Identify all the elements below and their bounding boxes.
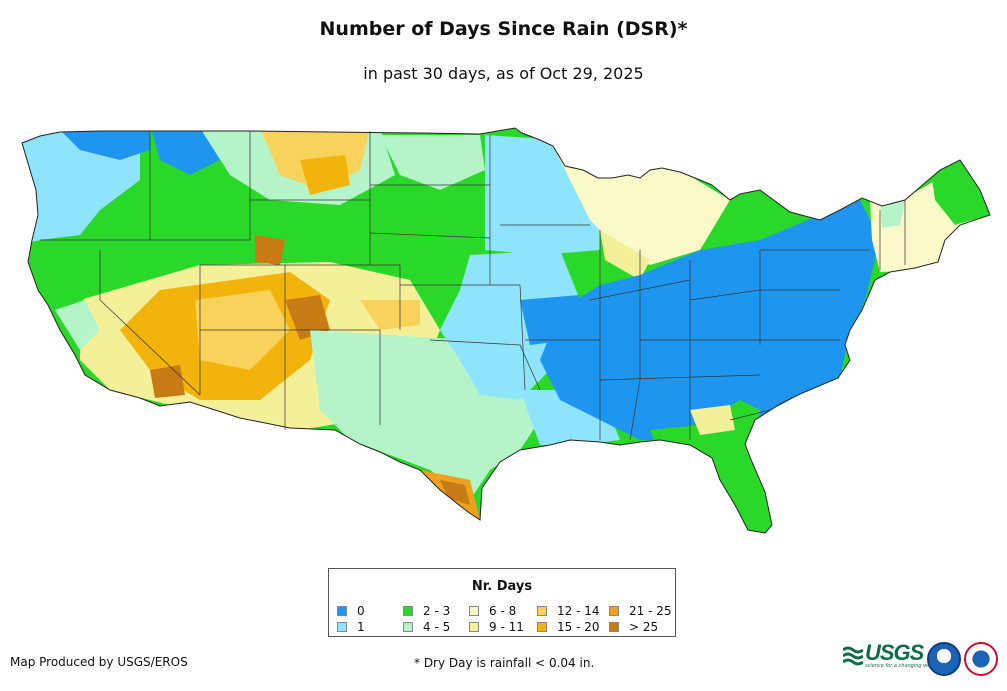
legend-item: 4 - 5 — [403, 620, 450, 634]
legend-item: > 25 — [609, 620, 658, 634]
legend-swatch — [337, 606, 347, 616]
legend-label: 0 — [357, 604, 365, 618]
legend-title: Nr. Days — [471, 579, 533, 594]
region-az-gt25 — [150, 365, 185, 398]
usgs-wordmark: USGS — [865, 640, 924, 665]
region-wa-0 — [55, 128, 150, 160]
legend-item: 0 — [337, 604, 365, 618]
legend-label: 4 - 5 — [423, 620, 451, 634]
region-mi-6-8 — [555, 150, 730, 265]
legend-swatch — [403, 622, 413, 632]
legend-swatch — [337, 622, 347, 632]
us-outline — [21, 127, 991, 534]
legend-swatch — [469, 606, 479, 616]
state-boundaries — [40, 131, 906, 441]
region-ga-9-11 — [690, 405, 735, 435]
map-subtitle: in past 30 days, as of Oct 29, 2025 — [363, 64, 644, 83]
legend-swatch — [609, 622, 619, 632]
region-wi-9-11 — [600, 230, 650, 280]
legend-item: 9 - 11 — [469, 620, 524, 634]
footnote-text: * Dry Day is rainfall < 0.04 in. — [414, 656, 595, 670]
legend-label: 15 - 20 — [557, 620, 600, 634]
nws-logo — [964, 642, 998, 676]
usgs-wave-icon — [843, 646, 863, 666]
legend-label: 1 — [357, 620, 365, 634]
legend-label: 21 - 25 — [629, 604, 672, 618]
legend-swatch — [403, 606, 413, 616]
legend-item: 1 — [337, 620, 365, 634]
region-mt-15-20 — [300, 155, 350, 195]
legend-label: 12 - 14 — [557, 604, 600, 618]
region-east-0 — [540, 200, 880, 440]
legend-swatch — [609, 606, 619, 616]
region-nm-gt25 — [285, 295, 330, 340]
region-cca-4-5 — [55, 300, 100, 350]
legend: Nr. Days 0 1 2 - 3 4 - 5 6 - 8 9 - 11 12 - 14 1… — [328, 568, 676, 637]
legend-item: 12 - 14 — [537, 604, 600, 618]
noaa-logo — [927, 642, 961, 676]
region-ok-12-14 — [360, 300, 420, 330]
legend-item: 6 - 8 — [469, 604, 516, 618]
legend-label: 2 - 3 — [423, 604, 451, 618]
region-ut-gt25 — [255, 235, 285, 265]
legend-label: > 25 — [629, 620, 659, 634]
region-nd-4-5 — [380, 135, 485, 190]
region-stx-gt25 — [440, 480, 470, 505]
legend-swatch — [469, 622, 479, 632]
credit-text: Map Produced by USGS/EROS — [10, 655, 188, 669]
region-fl-2-3 — [650, 400, 770, 533]
legend-item: 15 - 20 — [537, 620, 600, 634]
usgs-tagline: science for a changing world — [865, 663, 937, 669]
legend-item: 2 - 3 — [403, 604, 450, 618]
usgs-logo: USGS science for a changing world — [843, 640, 937, 669]
legend-item: 21 - 25 — [609, 604, 672, 618]
region-vt-4-5 — [880, 200, 905, 228]
legend-swatch — [537, 622, 547, 632]
legend-label: 6 - 8 — [489, 604, 517, 618]
region-nid-0 — [150, 128, 220, 175]
legend-swatch — [537, 606, 547, 616]
legend-label: 9 - 11 — [489, 620, 524, 634]
map-title: Number of Days Since Rain (DSR)* — [319, 18, 688, 40]
region-mo-0 — [520, 295, 580, 345]
